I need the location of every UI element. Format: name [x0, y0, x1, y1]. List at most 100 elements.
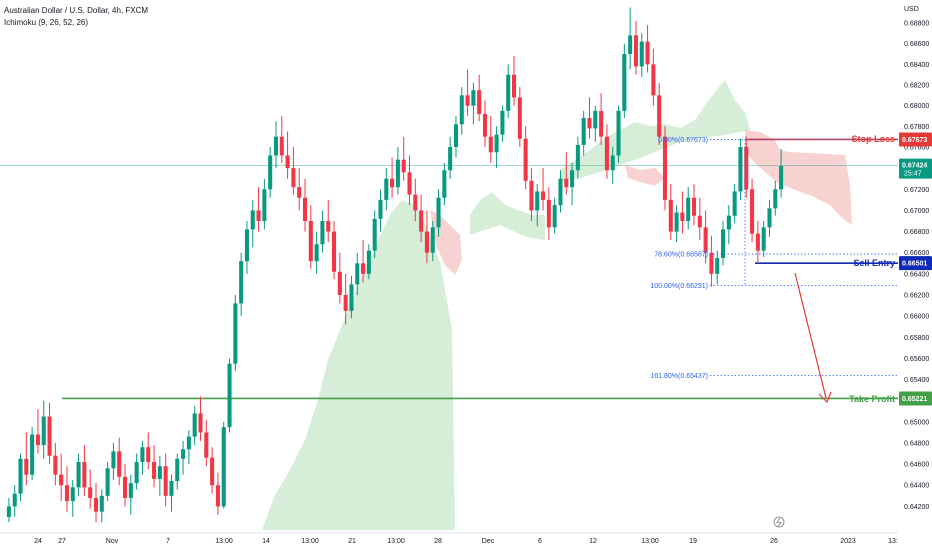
- price-tick-label: 0.68600: [904, 41, 929, 48]
- candle-body: [93, 497, 99, 512]
- candle-body: [186, 436, 191, 450]
- candle-body: [738, 147, 743, 192]
- candle-body: [564, 178, 569, 188]
- indicator-label: Ichimoku (9, 26, 52, 26): [4, 18, 89, 27]
- price-tick-label: 0.64600: [904, 462, 929, 469]
- time-tick-label: 7: [166, 538, 170, 545]
- candle-body: [430, 227, 435, 253]
- candle-body: [24, 458, 29, 475]
- price-tick-label: 0.65400: [904, 377, 929, 384]
- time-tick-label: 13:00: [215, 538, 233, 545]
- candle-body: [535, 191, 540, 211]
- price-tick-label: 0.66200: [904, 292, 929, 299]
- candle-body: [558, 178, 563, 206]
- candle-body: [448, 147, 453, 171]
- price-tick-label: 0.68200: [904, 83, 929, 90]
- arrow-head: [818, 391, 832, 404]
- price-axis: USD 0.68800 0.68600 0.68400 0.68200 0.68000 0.…: [898, 0, 932, 550]
- time-tick-label: 6: [538, 538, 542, 545]
- candle-body: [697, 215, 702, 228]
- time-tick-label: 12: [589, 538, 597, 545]
- candle-body: [395, 159, 400, 188]
- candle-body: [117, 451, 122, 477]
- candle-body: [511, 74, 517, 98]
- candle-body: [6, 506, 11, 517]
- candle-body: [471, 90, 476, 106]
- candle-body: [419, 210, 424, 232]
- candle-body: [390, 178, 395, 188]
- candle-body: [88, 487, 93, 498]
- candle-body: [506, 74, 511, 111]
- candle-body: [750, 189, 755, 234]
- chart-symbol-title: Australian Dollar / U.S. Dollar, 4h, FXC…: [4, 6, 149, 15]
- candle-body: [372, 218, 377, 251]
- price-tick-label: 0.68000: [904, 103, 929, 110]
- candle-body: [407, 172, 412, 195]
- stop-loss-label: Stop Loss: [851, 134, 895, 144]
- stop-loss-tag-bg: [899, 132, 932, 147]
- candle-body: [308, 220, 313, 262]
- candle-body: [703, 227, 708, 253]
- candle-body: [732, 191, 737, 216]
- take-profit-tag-bg: [899, 391, 932, 406]
- candle-body: [349, 284, 354, 311]
- price-tick-label: 0.67000: [904, 208, 929, 215]
- candle-body: [111, 451, 116, 469]
- candle-body: [616, 110, 621, 156]
- candle-body: [552, 205, 557, 228]
- candle-body: [169, 481, 174, 496]
- price-tick-label: 0.65600: [904, 356, 929, 363]
- candle-body: [715, 257, 720, 274]
- candle-body: [453, 124, 458, 147]
- candle-body: [181, 449, 186, 459]
- candle-body: [227, 363, 232, 428]
- cloud-bearish: [745, 130, 852, 225]
- candle-body: [494, 134, 499, 153]
- price-tick-label: 0.66800: [904, 229, 929, 236]
- candle-body: [691, 197, 697, 216]
- candle-body: [59, 474, 64, 486]
- candle-body: [517, 97, 522, 139]
- candle-body: [570, 170, 575, 188]
- candle-body: [366, 250, 371, 274]
- candle-body: [651, 64, 656, 96]
- price-axis-bg: [898, 0, 932, 550]
- candle-body: [575, 144, 580, 171]
- candle-body: [593, 110, 598, 129]
- candle-body: [337, 271, 342, 295]
- annotations: 0.00%(0.67673) 78.60%(0.66587) 100.00%(0.6…: [650, 134, 898, 404]
- cloud-bearish: [625, 165, 665, 186]
- countdown-label: 25:47: [904, 171, 922, 178]
- candle-body: [291, 168, 296, 188]
- lightning-bolt: [776, 517, 782, 527]
- candle-body: [302, 197, 308, 221]
- candle-body: [721, 229, 726, 258]
- candle-body: [442, 170, 447, 198]
- price-tick-label: 0.67600: [904, 145, 929, 152]
- candle-body: [105, 468, 110, 496]
- candle-body: [279, 136, 284, 156]
- candle-body: [273, 136, 279, 156]
- time-tick-label: 13:00: [387, 538, 405, 545]
- candle-body: [599, 110, 604, 137]
- candle-body: [53, 455, 58, 475]
- candle-body: [140, 447, 145, 462]
- candle-body: [384, 178, 389, 200]
- candle-body: [239, 261, 244, 304]
- candle-body: [500, 110, 505, 135]
- price-tick-label: 0.67800: [904, 124, 929, 131]
- candle-body: [285, 155, 290, 169]
- time-tick-label: 21: [348, 538, 356, 545]
- candle-body: [320, 220, 325, 245]
- candle-body: [622, 54, 627, 111]
- price-tick-label: 0.68400: [904, 62, 929, 69]
- lightning-icon: [773, 516, 785, 528]
- time-axis: 24 27 Nov 7 13:00 14 13:00 21 13:00 28 Dec 6 12 13:00…: [0, 516, 898, 545]
- candle-body: [146, 447, 151, 462]
- time-tick-label: Dec: [482, 538, 495, 545]
- time-tick-label: 26: [770, 538, 778, 545]
- candle-body: [488, 136, 493, 153]
- candle-body: [477, 90, 482, 114]
- candle-body: [12, 493, 17, 507]
